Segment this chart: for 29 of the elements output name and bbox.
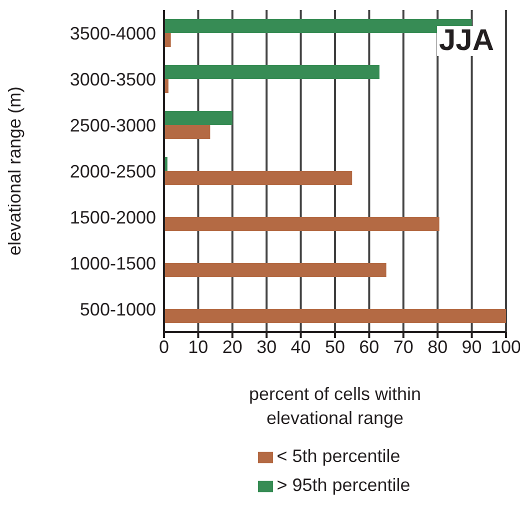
bar xyxy=(164,217,440,231)
bar xyxy=(164,309,506,323)
x-tick-label: 60 xyxy=(359,336,380,357)
legend-label: < 5th percentile xyxy=(276,446,400,466)
y-tick-label: 3500-4000 xyxy=(70,23,156,44)
x-tick-label: 90 xyxy=(462,336,482,357)
bar xyxy=(164,65,380,79)
x-tick-label: 20 xyxy=(222,336,242,357)
bar xyxy=(164,171,352,185)
x-tick-label: 80 xyxy=(428,336,448,357)
y-tick-label: 1500-2000 xyxy=(70,207,156,228)
annotation: JJA xyxy=(436,24,496,57)
bar xyxy=(164,263,386,277)
x-tick-label: 0 xyxy=(158,336,170,357)
x-axis-title: percent of cells within elevational range xyxy=(248,384,422,428)
y-tick-label: 2500-3000 xyxy=(70,115,156,136)
x-tick-label: 10 xyxy=(188,336,208,357)
y-tick-label: 2000-2500 xyxy=(70,161,156,182)
bar xyxy=(164,111,232,125)
x-tick-label: 100 xyxy=(490,336,522,357)
x-tick-label: 70 xyxy=(393,336,414,357)
x-tick-label: 30 xyxy=(256,336,277,357)
y-tick-label: 500-1000 xyxy=(80,299,156,320)
legend-label: > 95th percentile xyxy=(276,475,410,495)
bar xyxy=(164,125,210,139)
x-tick-label: 40 xyxy=(290,336,311,357)
x-tick-label: 50 xyxy=(324,336,346,357)
y-tick-label: 3000-3500 xyxy=(70,69,156,90)
y-tick-label: 1000-1500 xyxy=(70,253,156,274)
